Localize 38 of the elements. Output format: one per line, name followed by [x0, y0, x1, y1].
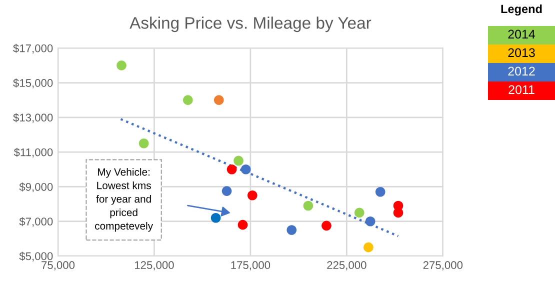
point [222, 186, 232, 196]
x-tick-label: 175,000 [231, 261, 270, 270]
text: 2011 [508, 85, 534, 94]
point [354, 208, 364, 218]
point [240, 164, 251, 174]
annotation: My Vehicle: Lowest kms for year and priced competevely [95, 168, 154, 232]
point [214, 95, 224, 105]
point [182, 95, 193, 105]
chart-title: Asking Price vs. Mileage by Year [130, 16, 372, 32]
point [286, 225, 297, 235]
text: 2012 [508, 66, 535, 76]
point [238, 220, 248, 230]
y-tick-label: $13,000 [13, 113, 53, 123]
y-tick-label: $9,000 [19, 182, 53, 192]
point [393, 208, 404, 218]
y-tick-label: $11,000 [14, 148, 53, 158]
x-tick-label: 75,000 [42, 261, 75, 270]
y-tick-label: $15,000 [13, 78, 53, 88]
point [226, 164, 237, 174]
y-tick-label: $5,000 [19, 252, 53, 262]
point [364, 242, 374, 252]
text: 2014 [508, 30, 536, 39]
legend-title: Legend [501, 4, 542, 16]
x-tick-label: 125,000 [134, 261, 174, 270]
point [365, 216, 376, 226]
point [234, 156, 244, 166]
point [375, 186, 386, 197]
point [322, 220, 332, 231]
x-tick-label: 275,000 [423, 261, 463, 270]
y-tick-label: $7,000 [19, 217, 53, 227]
point [116, 60, 126, 70]
point [138, 138, 149, 148]
text: 2013 [508, 48, 535, 58]
x-tick-label: 225,000 [327, 261, 366, 270]
point [210, 212, 221, 223]
point [247, 190, 258, 200]
y-tick-label: $17,000 [13, 44, 53, 54]
point [303, 200, 314, 211]
